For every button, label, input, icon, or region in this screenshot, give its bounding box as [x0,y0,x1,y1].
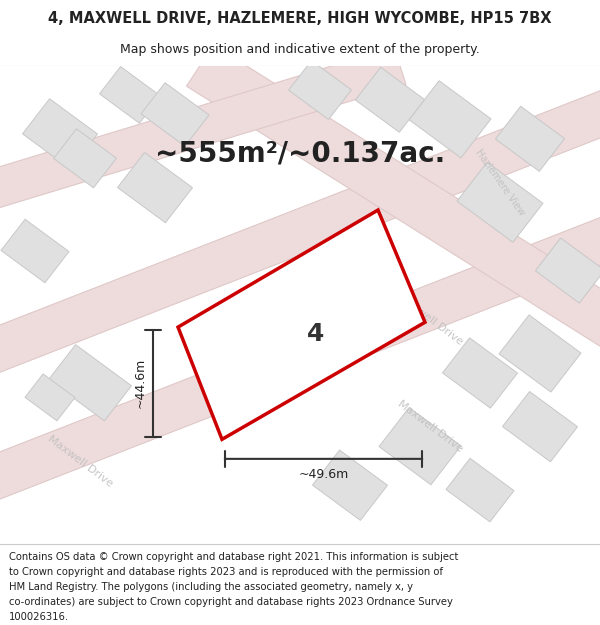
Polygon shape [379,408,461,485]
Text: co-ordinates) are subject to Crown copyright and database rights 2023 Ordnance S: co-ordinates) are subject to Crown copyr… [9,597,453,607]
Polygon shape [499,315,581,392]
Polygon shape [178,210,425,439]
Text: 100026316.: 100026316. [9,612,69,622]
Polygon shape [53,129,116,188]
Polygon shape [313,450,388,521]
Polygon shape [100,67,160,123]
Text: Maxwell Drive: Maxwell Drive [395,292,464,347]
Polygon shape [496,106,565,171]
Text: HM Land Registry. The polygons (including the associated geometry, namely x, y: HM Land Registry. The polygons (includin… [9,582,413,592]
Polygon shape [25,374,75,421]
Polygon shape [49,344,131,421]
Polygon shape [535,238,600,303]
Polygon shape [409,81,491,158]
Polygon shape [0,47,406,221]
Polygon shape [118,152,193,222]
Polygon shape [457,162,543,242]
Polygon shape [503,391,577,462]
Text: ~44.6m: ~44.6m [133,358,146,408]
Polygon shape [0,74,600,389]
Text: to Crown copyright and database rights 2023 and is reproduced with the permissio: to Crown copyright and database rights 2… [9,567,443,577]
Polygon shape [355,68,425,132]
Text: 4, MAXWELL DRIVE, HAZLEMERE, HIGH WYCOMBE, HP15 7BX: 4, MAXWELL DRIVE, HAZLEMERE, HIGH WYCOMB… [48,11,552,26]
Polygon shape [187,45,600,369]
Polygon shape [141,82,209,146]
Text: Hazlemere View: Hazlemere View [473,148,527,218]
Text: Maxwell Drive: Maxwell Drive [395,399,464,454]
Text: 4: 4 [307,322,325,346]
Text: ~49.6m: ~49.6m [298,468,349,481]
Text: Contains OS data © Crown copyright and database right 2021. This information is : Contains OS data © Crown copyright and d… [9,552,458,562]
Polygon shape [443,338,517,408]
Polygon shape [446,458,514,522]
Text: Maxwell Drive: Maxwell Drive [46,433,115,489]
Polygon shape [1,219,69,282]
Polygon shape [289,61,352,119]
Polygon shape [0,201,600,516]
Polygon shape [23,99,97,169]
Text: ~555m²/~0.137ac.: ~555m²/~0.137ac. [155,139,445,168]
Text: Map shows position and indicative extent of the property.: Map shows position and indicative extent… [120,42,480,56]
